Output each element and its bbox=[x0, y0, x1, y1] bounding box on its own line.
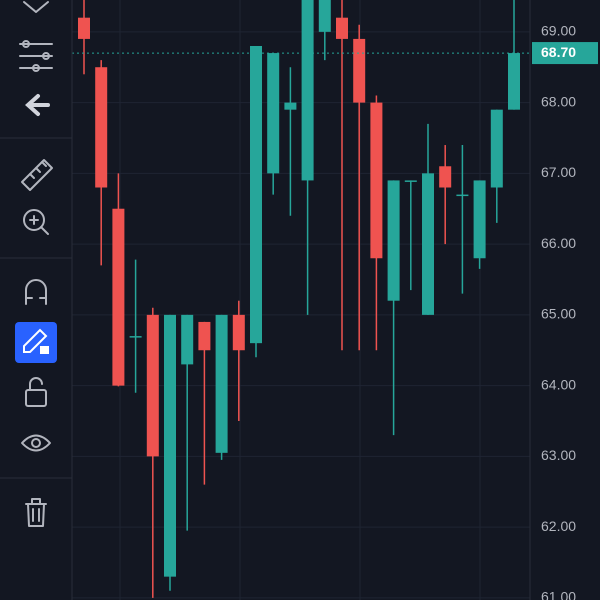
last-price-label: 68.70 bbox=[541, 44, 576, 60]
candle-body bbox=[215, 314, 228, 453]
y-tick-label: 61.00 bbox=[541, 589, 576, 600]
candle-body bbox=[78, 17, 90, 39]
icon-back[interactable] bbox=[25, 94, 50, 116]
candle-body bbox=[422, 173, 434, 315]
candle-body bbox=[250, 45, 262, 344]
icon-zoom[interactable] bbox=[23, 209, 49, 235]
y-tick-label: 62.00 bbox=[541, 518, 576, 534]
candle-body bbox=[95, 67, 108, 188]
candle-body bbox=[508, 53, 520, 110]
candle-body bbox=[112, 208, 125, 386]
candle-body bbox=[232, 314, 245, 351]
icon-ruler[interactable] bbox=[21, 159, 53, 191]
candle-body bbox=[284, 102, 297, 110]
icon-trash[interactable] bbox=[25, 498, 47, 527]
toolbar-bg bbox=[0, 0, 72, 600]
icon-fib[interactable] bbox=[19, 40, 53, 72]
toolbar bbox=[0, 0, 73, 600]
icon-eye[interactable] bbox=[21, 434, 51, 452]
icon-magnet[interactable] bbox=[25, 279, 47, 305]
candle-body bbox=[267, 53, 280, 174]
candle-body bbox=[387, 180, 400, 301]
candle-body bbox=[473, 180, 486, 259]
y-tick-label: 65.00 bbox=[541, 306, 576, 322]
candle-body bbox=[490, 109, 503, 188]
candle-body bbox=[164, 314, 176, 577]
candle-body bbox=[181, 314, 194, 365]
y-tick-label: 64.00 bbox=[541, 376, 576, 392]
candle-body bbox=[146, 314, 159, 457]
candle-body bbox=[370, 102, 383, 259]
y-tick-label: 68.00 bbox=[541, 93, 576, 109]
candle-body bbox=[129, 336, 142, 338]
last-price-box bbox=[532, 42, 598, 65]
icon-lock-drawings[interactable] bbox=[15, 322, 57, 363]
y-tick-label: 67.00 bbox=[541, 164, 576, 180]
candle-body bbox=[318, 0, 331, 32]
icon-pencil bbox=[23, 328, 48, 353]
icon-shapes[interactable] bbox=[23, 1, 49, 13]
plot bbox=[72, 0, 530, 599]
candle-body bbox=[198, 321, 211, 351]
icon-unlock[interactable] bbox=[25, 377, 47, 407]
y-tick-label: 66.00 bbox=[541, 235, 576, 251]
candle-body bbox=[456, 194, 469, 197]
candle-body bbox=[439, 166, 452, 188]
candle-body bbox=[353, 38, 366, 103]
y-tick-label: 63.00 bbox=[541, 447, 576, 463]
icon-pencil-lock bbox=[40, 346, 49, 354]
candle-body bbox=[301, 0, 314, 181]
candle-body bbox=[336, 17, 348, 39]
y-tick-label: 69.00 bbox=[541, 23, 576, 39]
candle-body bbox=[404, 180, 417, 182]
